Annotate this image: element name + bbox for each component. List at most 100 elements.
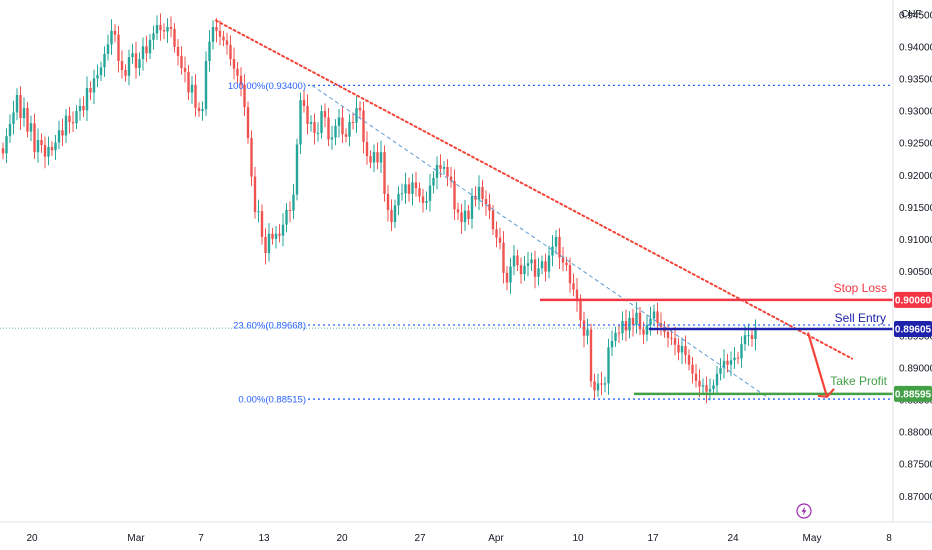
candle-body xyxy=(89,87,92,93)
candle xyxy=(68,106,71,134)
candle xyxy=(407,177,411,202)
candle xyxy=(488,193,491,220)
candle xyxy=(183,56,187,83)
candle xyxy=(8,114,12,143)
candle xyxy=(673,326,677,356)
candle xyxy=(561,246,565,272)
candle xyxy=(369,150,372,169)
candle xyxy=(5,128,8,164)
candle xyxy=(526,251,530,277)
candle-body xyxy=(523,265,526,275)
candle xyxy=(509,257,512,295)
time-tick-label: 13 xyxy=(258,533,270,544)
candle xyxy=(603,376,607,393)
candle xyxy=(589,323,593,388)
candle xyxy=(428,174,432,212)
candle xyxy=(22,97,26,127)
candle xyxy=(624,309,628,342)
candle-body xyxy=(649,318,652,325)
price-axis[interactable]: CHF xyxy=(0,0,932,523)
candle-body xyxy=(656,311,659,323)
candle-body xyxy=(267,233,271,253)
candle xyxy=(61,118,64,147)
candle-body xyxy=(680,346,684,353)
candle xyxy=(12,100,15,135)
candle xyxy=(264,228,267,265)
candle-body xyxy=(26,107,29,132)
candle-body xyxy=(211,26,215,42)
candle xyxy=(393,199,397,228)
candle-body xyxy=(449,176,453,182)
drawing-overlays[interactable]: 100.00%(0.93400) 23.60%(0.89668) 0.00%(0.8… xyxy=(215,19,893,406)
candle-body xyxy=(64,115,68,136)
candle xyxy=(232,47,236,80)
candle xyxy=(145,35,148,62)
candle-body xyxy=(166,26,169,32)
candle xyxy=(271,227,274,245)
candle xyxy=(33,113,36,159)
candle-body xyxy=(446,166,449,177)
candle-body xyxy=(705,385,708,392)
projection-arrow-shaft xyxy=(806,332,829,398)
candle-body xyxy=(306,105,309,124)
candle-body xyxy=(393,205,397,223)
time-axis[interactable]: 20 Mar 7 13 20 27 Apr 10 17 24 May 8 xyxy=(26,533,892,544)
candle-body xyxy=(715,373,719,386)
price-tick-label: 0.91500 xyxy=(899,203,932,214)
candle-body xyxy=(253,176,257,212)
projection-arrow-head xyxy=(817,388,835,398)
candle-body xyxy=(369,156,372,163)
candle-body xyxy=(379,152,383,163)
candle xyxy=(222,30,225,47)
candle-body xyxy=(579,301,582,321)
candle xyxy=(582,311,586,348)
candle xyxy=(551,234,554,267)
candle xyxy=(652,304,656,327)
candle-body xyxy=(110,30,113,45)
candle xyxy=(355,96,358,134)
candle-body xyxy=(512,255,516,267)
candle-body xyxy=(99,67,103,76)
candle xyxy=(211,20,215,50)
candle xyxy=(680,337,684,365)
candle-body xyxy=(82,105,85,111)
lightning-icon[interactable] xyxy=(796,503,812,519)
candle-body xyxy=(414,182,418,189)
candle-body xyxy=(505,272,509,283)
candle-body xyxy=(225,40,229,45)
candle xyxy=(278,224,281,243)
candle xyxy=(260,204,264,245)
candle-body xyxy=(173,28,176,47)
candle-series[interactable] xyxy=(1,13,757,404)
candle xyxy=(327,107,330,147)
candle xyxy=(15,88,19,121)
candle-body xyxy=(435,165,439,178)
candle-body xyxy=(418,188,421,197)
candle xyxy=(593,373,596,401)
candle xyxy=(596,373,600,398)
candle xyxy=(281,213,285,247)
candle xyxy=(26,102,29,138)
candle xyxy=(586,318,589,345)
candle-body xyxy=(85,87,89,111)
candle xyxy=(607,338,610,395)
price-tag-label: 0.90060 xyxy=(895,295,932,306)
candle xyxy=(750,328,754,347)
candle xyxy=(425,191,428,210)
candle-body xyxy=(442,166,446,169)
candle xyxy=(708,378,712,401)
candle xyxy=(120,50,124,79)
candle xyxy=(124,64,127,82)
trade-level-label: Take Profit xyxy=(830,374,887,388)
candle xyxy=(236,61,239,84)
candle-body xyxy=(537,268,540,277)
candle xyxy=(43,136,47,169)
price-tick-label: 0.91000 xyxy=(899,235,932,246)
candle-body xyxy=(299,100,302,145)
candle xyxy=(313,113,316,145)
candle xyxy=(698,369,701,398)
candle-body xyxy=(712,385,715,390)
candle xyxy=(316,122,320,142)
